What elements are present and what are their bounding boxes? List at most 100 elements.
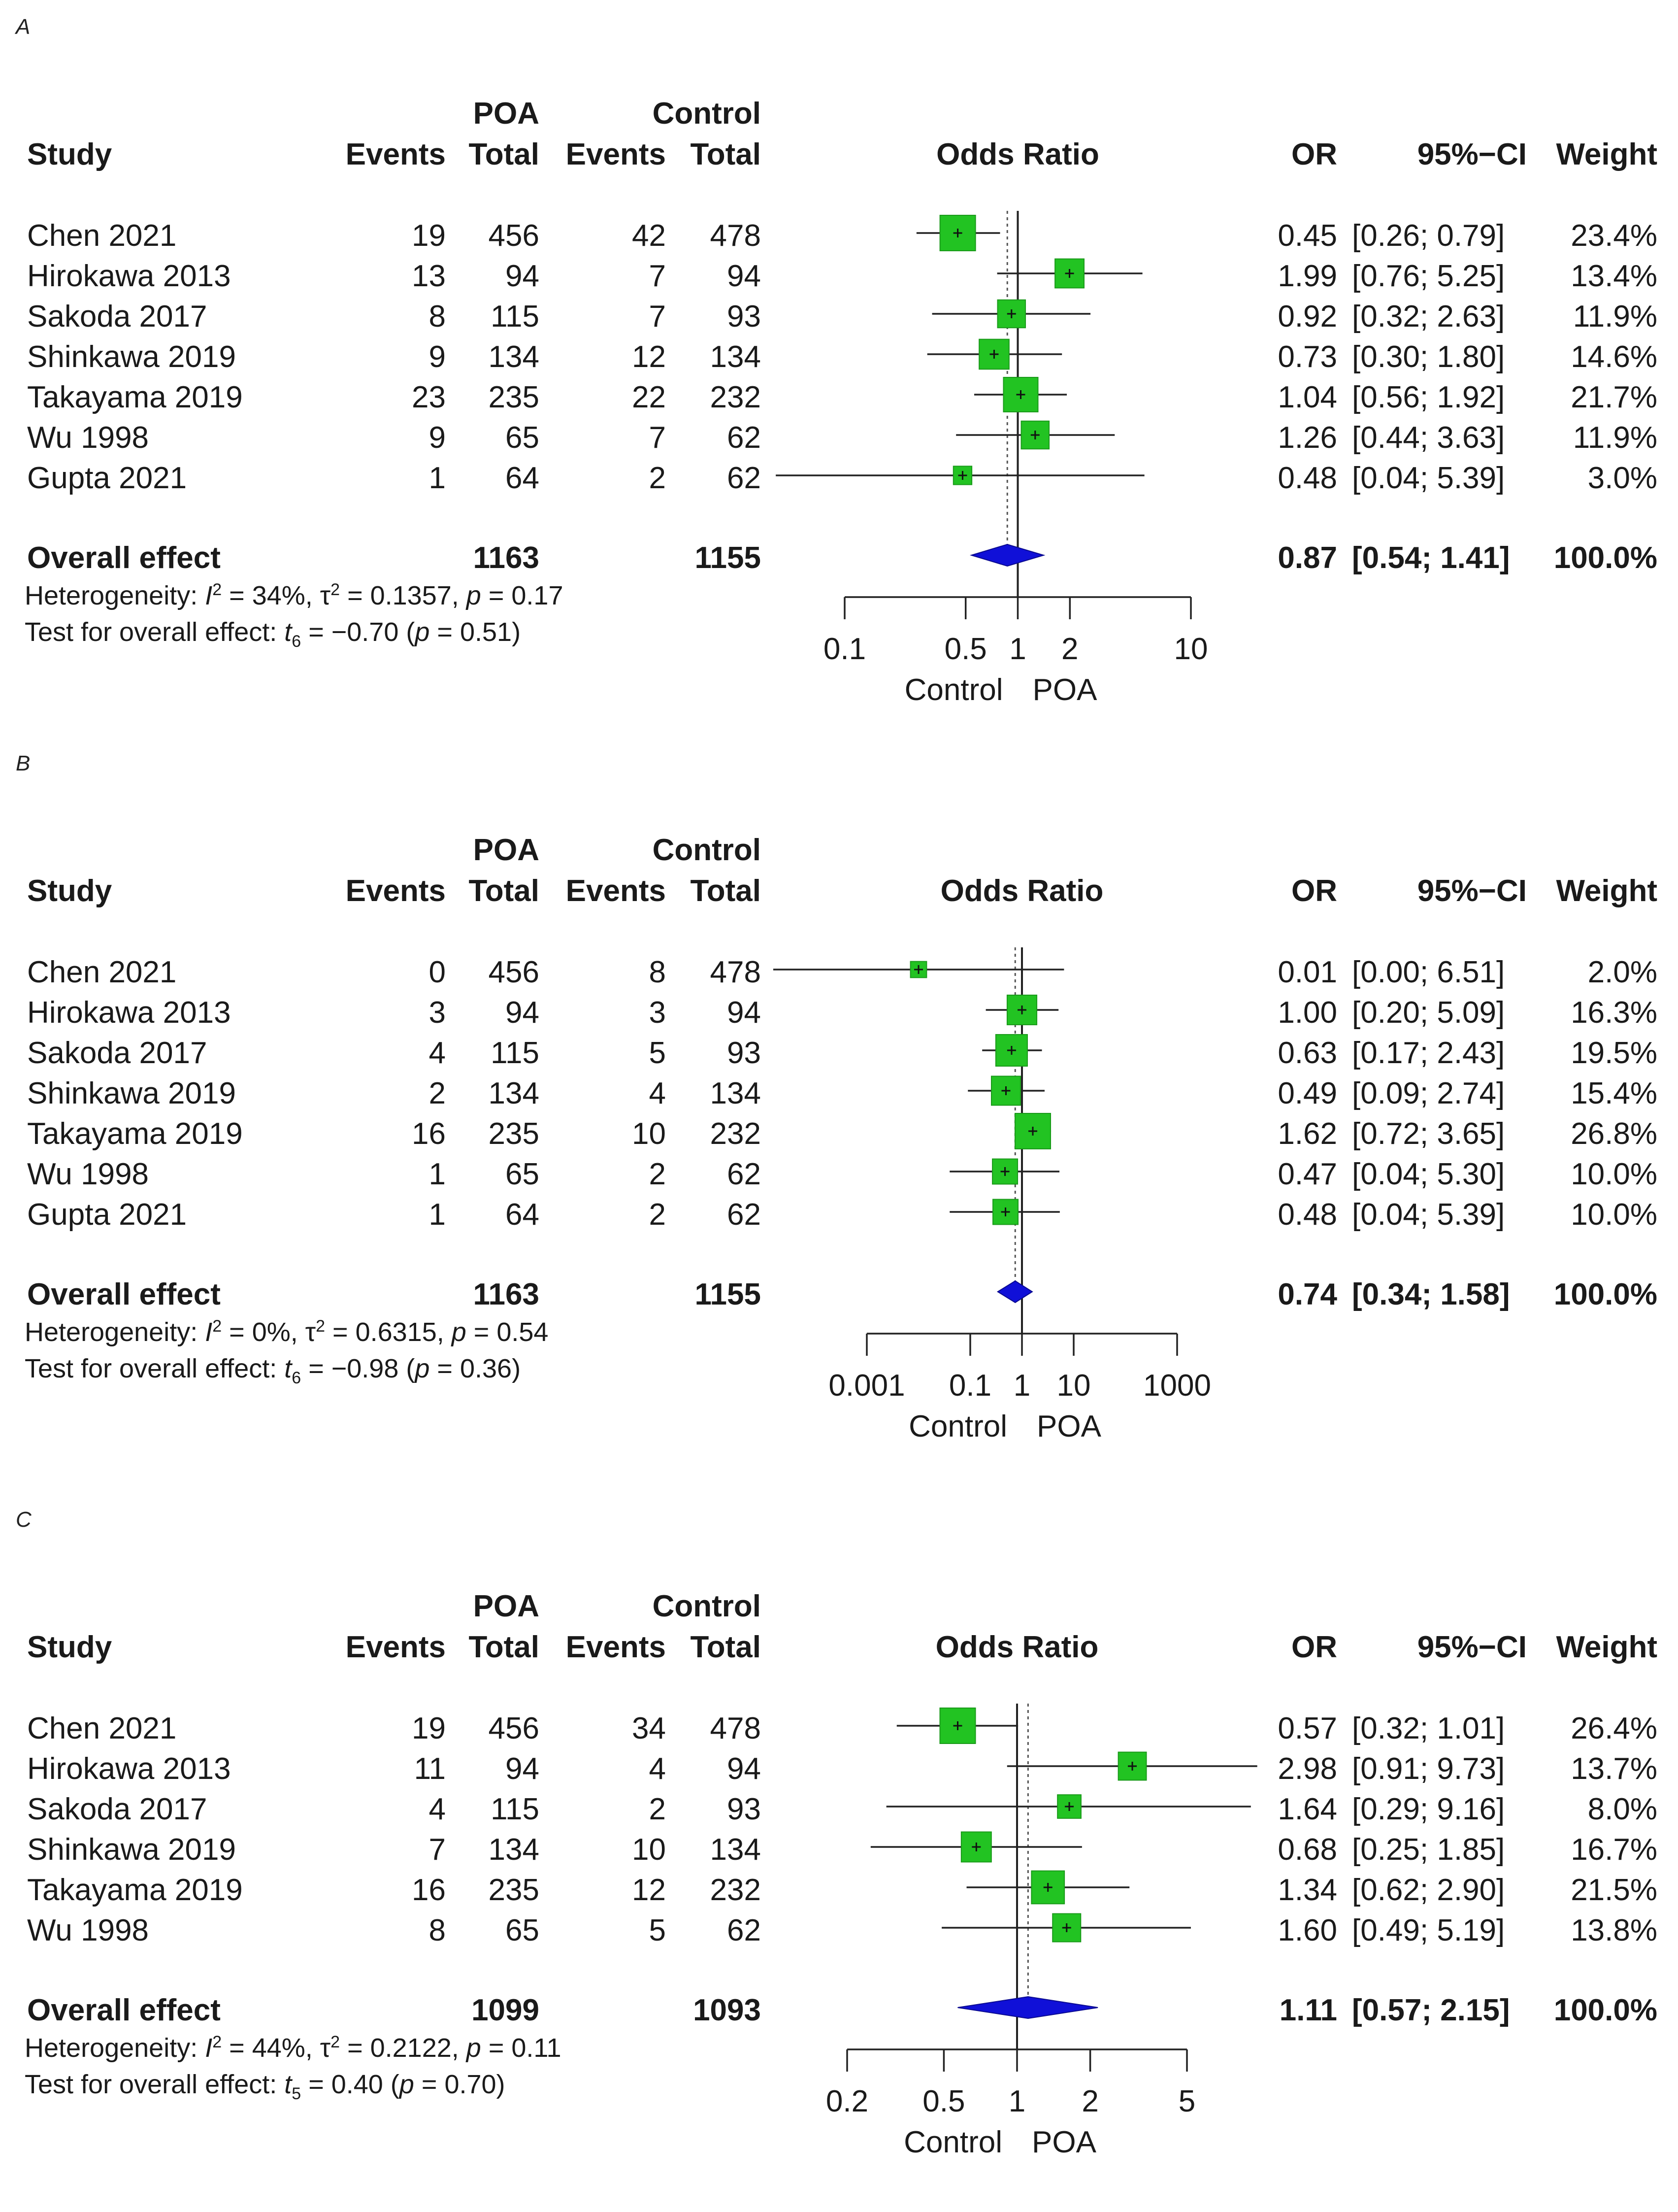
overall-weight: 100.0% [1553, 1277, 1657, 1311]
study-weight-box [1057, 1794, 1082, 1819]
overall-test-t: −0.70 [331, 617, 399, 647]
or-value: 1.60 [1278, 1913, 1337, 1947]
ci-value: [0.29; 9.16] [1352, 1792, 1505, 1826]
control-total: 93 [727, 1792, 761, 1826]
study-name: Chen 2021 [27, 219, 177, 253]
control-events: 12 [632, 340, 666, 374]
ci-value: [0.26; 0.79] [1352, 219, 1505, 253]
poa-events: 1 [428, 461, 446, 495]
poa-total: 115 [491, 1792, 539, 1826]
overall-label: Overall effect [27, 541, 221, 575]
overall-or: 1.11 [1279, 1993, 1337, 2027]
header-control-events: Events [565, 1630, 666, 1664]
overall-poa-total: 1163 [473, 1277, 539, 1311]
control-events: 12 [632, 1873, 666, 1907]
or-value: 1.34 [1278, 1873, 1337, 1907]
weight-value: 21.7% [1571, 380, 1657, 414]
study-name: Sakoda 2017 [27, 1036, 207, 1070]
header-odds-ratio: Odds Ratio [935, 1630, 1099, 1664]
overall-label: Overall effect [27, 1993, 221, 2027]
heterogeneity-p-value: 0.11 [511, 2033, 561, 2063]
poa-total: 64 [505, 1198, 539, 1232]
overall-weight: 100.0% [1553, 1993, 1657, 2027]
poa-total: 456 [488, 955, 539, 989]
weight-value: 13.7% [1571, 1752, 1657, 1786]
overall-ci: [0.57; 2.15] [1352, 1993, 1510, 2027]
weight-value: 23.4% [1571, 219, 1657, 253]
control-events: 8 [649, 955, 666, 989]
heterogeneity-p-value: 0.54 [496, 1317, 549, 1347]
control-events: 4 [649, 1076, 666, 1110]
poa-events: 4 [428, 1792, 446, 1826]
control-total: 478 [710, 1711, 761, 1745]
poa-total: 115 [491, 300, 539, 334]
control-total: 62 [727, 1198, 761, 1232]
control-total: 62 [727, 1913, 761, 1947]
control-events: 42 [632, 219, 666, 253]
forest-plot-svg [773, 947, 1178, 1356]
poa-events: 11 [414, 1752, 446, 1786]
or-value: 0.49 [1278, 1076, 1337, 1110]
control-events: 3 [649, 996, 666, 1030]
axis-label-poa: POA [1032, 2125, 1096, 2159]
poa-total: 134 [488, 1076, 539, 1110]
control-total: 478 [710, 955, 761, 989]
ci-value: [0.04; 5.30] [1352, 1157, 1505, 1191]
header-weight: Weight [1556, 1630, 1658, 1664]
poa-events: 8 [428, 1913, 446, 1947]
header-poa-total: Total [468, 874, 540, 908]
ci-value: [0.32; 1.01] [1352, 1711, 1505, 1745]
weight-value: 16.7% [1571, 1833, 1657, 1867]
study-name: Shinkawa 2019 [27, 1076, 236, 1110]
control-events: 34 [632, 1711, 666, 1745]
study-name: Hirokawa 2013 [27, 259, 231, 293]
poa-total: 64 [505, 461, 539, 495]
or-value: 1.99 [1278, 259, 1337, 293]
control-total: 134 [710, 340, 761, 374]
heterogeneity-text: Heterogeneity: I2 = 44%, τ2 = 0.2122, p … [25, 2033, 561, 2063]
study-name: Gupta 2021 [27, 461, 187, 495]
control-events: 7 [649, 259, 666, 293]
ci-value: [0.91; 9.73] [1352, 1752, 1505, 1786]
header-poa-total: Total [468, 1630, 540, 1664]
header-poa-events: Events [345, 137, 446, 171]
weight-value: 11.9% [1573, 421, 1657, 455]
overall-poa-total: 1163 [473, 541, 539, 575]
overall-weight: 100.0% [1553, 541, 1657, 575]
x-tick-label: 10 [1174, 632, 1208, 666]
control-events: 4 [649, 1752, 666, 1786]
header-control-total: Total [690, 1630, 761, 1664]
ci-value: [0.72; 3.65] [1352, 1117, 1505, 1151]
heterogeneity-text: Heterogeneity: I2 = 0%, τ2 = 0.6315, p =… [25, 1317, 549, 1347]
control-events: 2 [649, 1198, 666, 1232]
control-total: 134 [710, 1076, 761, 1110]
overall-test-p: 0.36 [460, 1354, 512, 1383]
study-name: Hirokawa 2013 [27, 1752, 231, 1786]
x-tick-label: 0.5 [922, 2084, 965, 2118]
overall-test-t: −0.98 [331, 1354, 399, 1383]
control-total: 62 [727, 461, 761, 495]
study-name: Takayama 2019 [27, 1873, 243, 1907]
poa-events: 19 [412, 219, 446, 253]
poa-total: 235 [488, 1117, 539, 1151]
x-tick-label: 1 [1008, 2084, 1026, 2118]
header-poa: POA [473, 97, 539, 131]
control-total: 134 [710, 1833, 761, 1867]
ci-value: [0.30; 1.80] [1352, 340, 1505, 374]
weight-value: 8.0% [1587, 1792, 1657, 1826]
axis-label-control: Control [904, 673, 1003, 707]
study-name: Wu 1998 [27, 421, 149, 455]
control-total: 62 [727, 421, 761, 455]
control-total: 93 [727, 1036, 761, 1070]
study-name: Takayama 2019 [27, 380, 243, 414]
poa-total: 134 [488, 1833, 539, 1867]
study-name: Chen 2021 [27, 955, 177, 989]
heterogeneity-prefix: Heterogeneity: [25, 1317, 205, 1347]
overall-effect-diamond [969, 543, 1046, 567]
poa-events: 13 [412, 259, 446, 293]
overall-control-total: 1155 [694, 1277, 761, 1311]
header-study: Study [27, 1630, 112, 1664]
overall-test-p: 0.70 [444, 2070, 496, 2099]
poa-events: 2 [428, 1076, 446, 1110]
overall-test-p: 0.51 [460, 617, 512, 647]
